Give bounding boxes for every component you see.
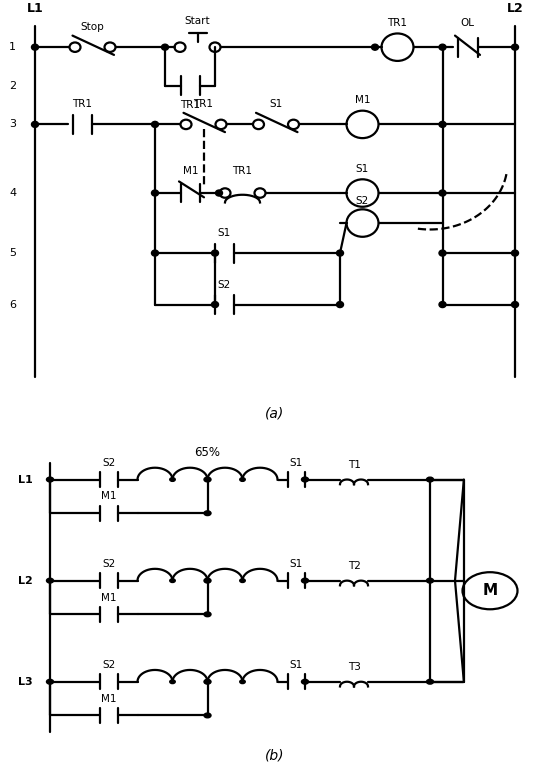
- Circle shape: [439, 44, 446, 51]
- Text: 4: 4: [9, 188, 16, 198]
- Text: (a): (a): [265, 407, 285, 421]
- Text: S1: S1: [290, 559, 303, 569]
- Circle shape: [47, 578, 53, 583]
- Circle shape: [204, 511, 211, 516]
- Text: S1: S1: [290, 458, 303, 468]
- Circle shape: [205, 478, 210, 481]
- Text: 1: 1: [9, 42, 16, 52]
- Circle shape: [426, 679, 433, 684]
- Text: S2: S2: [102, 559, 116, 569]
- Text: Start: Start: [185, 16, 210, 26]
- Text: M1: M1: [101, 593, 117, 603]
- Text: S2: S2: [356, 196, 369, 206]
- Circle shape: [204, 713, 211, 718]
- Circle shape: [205, 680, 210, 683]
- Text: (b): (b): [265, 749, 285, 763]
- Circle shape: [151, 250, 158, 256]
- Circle shape: [212, 250, 218, 256]
- Circle shape: [240, 579, 245, 582]
- Text: TR1: TR1: [180, 100, 200, 110]
- Text: L1: L1: [18, 474, 32, 485]
- Circle shape: [151, 121, 158, 127]
- Text: M: M: [482, 583, 498, 598]
- Text: M1: M1: [101, 492, 117, 502]
- Text: S2: S2: [218, 280, 231, 290]
- Circle shape: [371, 44, 378, 51]
- Circle shape: [512, 302, 519, 308]
- Text: L1: L1: [26, 2, 43, 15]
- Circle shape: [240, 478, 245, 481]
- Circle shape: [47, 679, 53, 684]
- Text: M1: M1: [355, 95, 370, 105]
- Circle shape: [205, 579, 210, 582]
- Text: TR1: TR1: [233, 166, 252, 176]
- Circle shape: [337, 302, 344, 308]
- Circle shape: [204, 612, 211, 617]
- Circle shape: [151, 190, 158, 196]
- Circle shape: [337, 250, 344, 256]
- Text: TR1: TR1: [72, 100, 92, 110]
- Circle shape: [162, 44, 168, 51]
- Circle shape: [439, 190, 446, 196]
- Circle shape: [204, 477, 211, 482]
- Circle shape: [31, 121, 38, 127]
- Text: T1: T1: [348, 460, 360, 470]
- Circle shape: [301, 679, 309, 684]
- Text: S1: S1: [270, 100, 283, 110]
- Text: M1: M1: [183, 166, 198, 176]
- Circle shape: [216, 190, 223, 196]
- Text: TR1: TR1: [194, 100, 213, 110]
- Text: S2: S2: [102, 660, 116, 670]
- Circle shape: [170, 478, 175, 481]
- Text: 5: 5: [9, 248, 16, 258]
- Text: 6: 6: [9, 300, 16, 309]
- Circle shape: [301, 477, 309, 482]
- Text: L2: L2: [18, 575, 32, 586]
- Circle shape: [301, 578, 309, 583]
- Circle shape: [439, 250, 446, 256]
- Circle shape: [240, 680, 245, 683]
- Text: 65%: 65%: [195, 446, 221, 459]
- Text: S1: S1: [218, 228, 231, 238]
- Text: S2: S2: [102, 458, 116, 468]
- Circle shape: [204, 679, 211, 684]
- Text: OL: OL: [460, 18, 475, 28]
- Circle shape: [47, 477, 53, 482]
- Circle shape: [439, 302, 446, 308]
- Circle shape: [439, 121, 446, 127]
- Text: TR1: TR1: [388, 18, 408, 28]
- Text: S1: S1: [290, 660, 303, 670]
- Circle shape: [170, 579, 175, 582]
- Circle shape: [512, 44, 519, 51]
- Text: L2: L2: [507, 2, 524, 15]
- Circle shape: [426, 578, 433, 583]
- Text: M1: M1: [101, 694, 117, 704]
- Circle shape: [170, 680, 175, 683]
- Text: 3: 3: [9, 119, 16, 129]
- Text: T2: T2: [348, 561, 360, 571]
- Circle shape: [212, 302, 218, 308]
- Text: 2: 2: [9, 80, 16, 91]
- Circle shape: [426, 477, 433, 482]
- Text: Stop: Stop: [81, 22, 104, 32]
- Text: S1: S1: [356, 164, 369, 174]
- Circle shape: [512, 250, 519, 256]
- Circle shape: [204, 578, 211, 583]
- Text: L3: L3: [18, 676, 32, 687]
- Text: T3: T3: [348, 663, 360, 673]
- Circle shape: [31, 44, 38, 51]
